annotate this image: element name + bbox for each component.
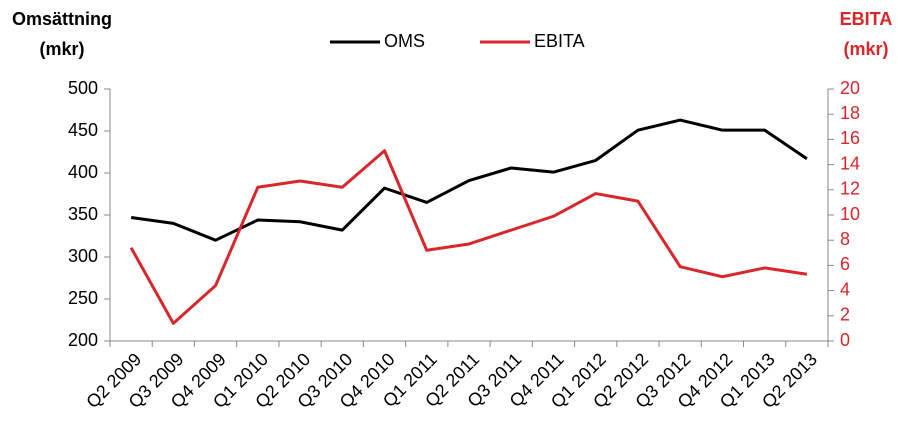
y2-tick-label: 12 bbox=[840, 179, 860, 199]
y2-tick-label: 18 bbox=[840, 103, 860, 123]
legend-label: OMS bbox=[384, 31, 425, 51]
y2-tick-label: 8 bbox=[840, 229, 850, 249]
y2-axis-title: EBITA bbox=[840, 9, 893, 29]
series-line bbox=[130, 118, 808, 242]
y2-tick-label: 16 bbox=[840, 128, 860, 148]
series-line bbox=[129, 149, 808, 325]
y-tick-label: 500 bbox=[68, 78, 98, 98]
legend-label: EBITA bbox=[534, 31, 585, 51]
y2-tick-label: 14 bbox=[840, 153, 860, 173]
y-tick-label: 450 bbox=[68, 120, 98, 140]
y-tick-label: 400 bbox=[68, 162, 98, 182]
y2-tick-label: 6 bbox=[840, 254, 850, 274]
y-axis-title: Omsättning bbox=[12, 9, 112, 29]
y-tick-label: 300 bbox=[68, 246, 98, 266]
y-tick-label: 350 bbox=[68, 204, 98, 224]
y2-tick-label: 20 bbox=[840, 78, 860, 98]
y2-tick-label: 0 bbox=[840, 330, 850, 350]
y-tick-label: 200 bbox=[68, 330, 98, 350]
y2-tick-label: 4 bbox=[840, 279, 850, 299]
y-axis-title: (mkr) bbox=[39, 39, 84, 59]
y2-axis-title: (mkr) bbox=[843, 39, 888, 59]
y-tick-label: 250 bbox=[68, 288, 98, 308]
y2-tick-label: 10 bbox=[840, 204, 860, 224]
y2-tick-label: 2 bbox=[840, 305, 850, 325]
